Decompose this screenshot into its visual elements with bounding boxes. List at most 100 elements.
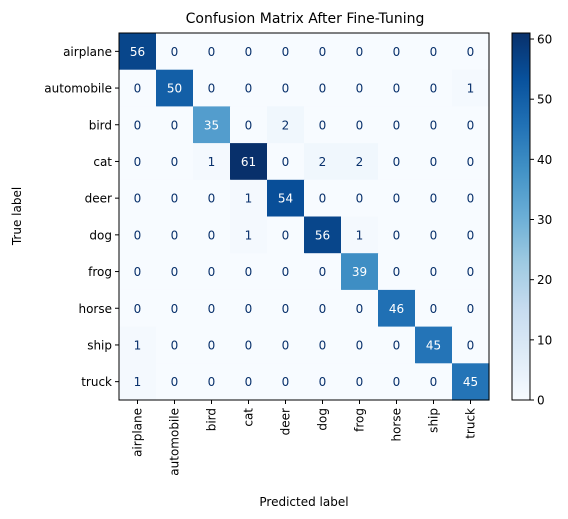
cell-value-label: 0 xyxy=(356,375,364,389)
cell-value-label: 0 xyxy=(282,302,290,316)
colorbar-ticks: 0 10 20 30 40 50 60 xyxy=(530,33,552,408)
colorbar-tick-label: 40 xyxy=(537,153,552,167)
cell-value-label: 0 xyxy=(282,155,290,169)
cell-value-label: 0 xyxy=(282,265,290,279)
cell-value-label: 56 xyxy=(315,228,330,242)
colorbar-tick-label: 60 xyxy=(537,33,552,47)
cell-value-label: 0 xyxy=(467,338,475,352)
x-tick-label: truck xyxy=(464,408,478,439)
cell-value-label: 0 xyxy=(356,45,364,59)
cell-value-label: 0 xyxy=(430,82,438,96)
heatmap-cell xyxy=(193,253,231,291)
heatmap-cell xyxy=(341,33,379,71)
cell-value-label: 0 xyxy=(171,155,179,169)
cell-value-label: 0 xyxy=(134,192,142,206)
cell-value-label: 1 xyxy=(245,228,253,242)
y-axis-label: True label xyxy=(10,187,24,246)
cell-value-label: 50 xyxy=(167,82,182,96)
heatmap-cell xyxy=(452,363,490,401)
cell-value-label: 1 xyxy=(356,228,364,242)
cell-value-label: 0 xyxy=(393,155,401,169)
heatmap-cell xyxy=(267,326,305,364)
cell-value-label: 0 xyxy=(430,45,438,59)
cell-value-label: 0 xyxy=(171,338,179,352)
heatmap-cell xyxy=(341,326,379,364)
cell-value-label: 0 xyxy=(245,302,253,316)
x-tick-label: frog xyxy=(353,408,367,432)
cell-value-label: 0 xyxy=(245,265,253,279)
x-tick-label: dog xyxy=(316,408,330,431)
colorbar-tick-label: 50 xyxy=(537,93,552,107)
cell-value-label: 1 xyxy=(134,375,142,389)
cell-value-label: 0 xyxy=(282,45,290,59)
heatmap-cell xyxy=(119,363,157,401)
cell-value-label: 0 xyxy=(430,265,438,279)
cell-value-label: 35 xyxy=(204,118,219,132)
cell-value-label: 0 xyxy=(319,302,327,316)
heatmap-cell xyxy=(452,179,490,218)
cell-value-label: 0 xyxy=(430,375,438,389)
heatmap-cell xyxy=(341,363,379,401)
heatmap-cell xyxy=(452,253,490,291)
cell-value-label: 0 xyxy=(208,338,216,352)
heatmap-cell xyxy=(304,253,342,291)
heatmap-cell xyxy=(415,253,453,291)
x-tick-label: airplane xyxy=(131,408,145,457)
heatmap-cell xyxy=(378,33,416,71)
colorbar xyxy=(512,33,530,400)
heatmap-cell xyxy=(230,253,268,291)
cell-value-label: 0 xyxy=(467,118,475,132)
x-tick-labels: airplane automobile bird cat deer dog frog hors… xyxy=(131,400,478,476)
cell-values: 56 0 0 0 0 0 0 0 0 0 0 50 0 0 0 0 0 0 0 1 0 0 35 0 2 0 0 0 0 0 0 0 1 61 0 2… xyxy=(130,45,478,389)
cell-value-label: 0 xyxy=(171,302,179,316)
heatmap-cell xyxy=(230,216,268,254)
cell-value-label: 0 xyxy=(245,338,253,352)
cell-value-label: 0 xyxy=(171,192,179,206)
heatmap-cell xyxy=(341,106,379,144)
heatmap-cell xyxy=(304,33,342,71)
heatmap-cell xyxy=(193,289,231,328)
cell-value-label: 0 xyxy=(393,82,401,96)
y-tick-label: horse xyxy=(78,302,112,316)
heatmap-cell xyxy=(415,106,453,144)
heatmap-cell xyxy=(304,143,342,181)
cell-value-label: 0 xyxy=(393,338,401,352)
cell-value-label: 0 xyxy=(467,45,475,59)
cell-value-label: 0 xyxy=(282,338,290,352)
cell-value-label: 0 xyxy=(245,82,253,96)
cell-value-label: 0 xyxy=(430,302,438,316)
heatmap-cell xyxy=(378,106,416,144)
heatmap-cell xyxy=(119,289,157,328)
cell-value-label: 0 xyxy=(430,192,438,206)
heatmap-cell xyxy=(415,289,453,328)
cell-value-label: 0 xyxy=(393,265,401,279)
cell-value-label: 0 xyxy=(208,265,216,279)
heatmap-cell xyxy=(119,106,157,144)
cell-value-label: 46 xyxy=(389,302,404,316)
heatmap-cell xyxy=(415,326,453,364)
cell-value-label: 0 xyxy=(467,302,475,316)
cell-value-label: 0 xyxy=(356,338,364,352)
cell-value-label: 1 xyxy=(245,192,253,206)
heatmap-cell xyxy=(156,216,194,254)
heatmap-cell xyxy=(341,289,379,328)
x-tick-label: horse xyxy=(390,408,404,442)
heatmap-cell xyxy=(415,69,453,107)
cell-value-label: 0 xyxy=(393,228,401,242)
cell-value-label: 45 xyxy=(426,338,441,352)
cell-value-label: 0 xyxy=(282,228,290,242)
cell-value-label: 0 xyxy=(467,155,475,169)
heatmap-cell xyxy=(452,33,490,71)
cell-value-label: 0 xyxy=(245,375,253,389)
cell-value-label: 1 xyxy=(208,155,216,169)
heatmap-cell xyxy=(193,179,231,218)
heatmap-cell xyxy=(193,69,231,107)
colorbar-tick-label: 20 xyxy=(537,273,552,287)
y-tick-label: dog xyxy=(89,228,112,242)
x-tick-label: ship xyxy=(427,408,441,433)
heatmap-cell xyxy=(378,69,416,107)
heatmap-cell xyxy=(452,143,490,181)
heatmap-cell xyxy=(452,106,490,144)
colorbar-tick-label: 10 xyxy=(537,333,552,347)
heatmap-cell xyxy=(415,143,453,181)
